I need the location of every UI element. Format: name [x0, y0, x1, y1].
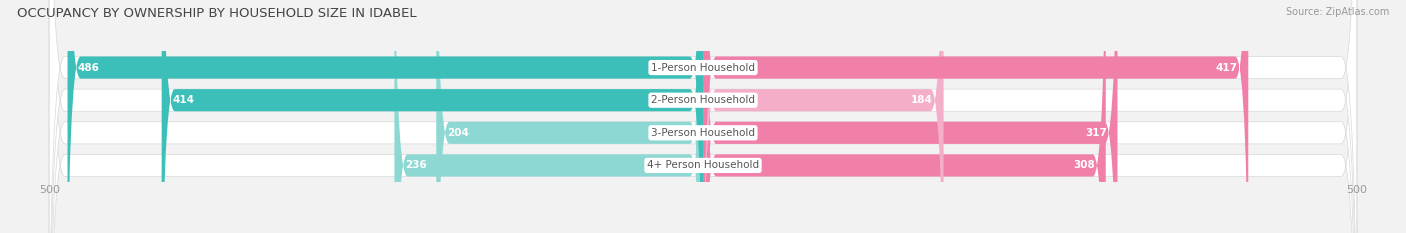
Text: 417: 417: [1216, 63, 1237, 72]
Text: Source: ZipAtlas.com: Source: ZipAtlas.com: [1285, 7, 1389, 17]
FancyBboxPatch shape: [49, 0, 1357, 233]
Text: 204: 204: [447, 128, 468, 138]
FancyBboxPatch shape: [703, 0, 1105, 233]
FancyBboxPatch shape: [49, 0, 1357, 233]
Text: 308: 308: [1074, 161, 1095, 170]
FancyBboxPatch shape: [703, 0, 1118, 233]
Text: 3-Person Household: 3-Person Household: [651, 128, 755, 138]
Text: 236: 236: [405, 161, 426, 170]
FancyBboxPatch shape: [436, 0, 703, 233]
Text: 2-Person Household: 2-Person Household: [651, 95, 755, 105]
Text: 184: 184: [911, 95, 934, 105]
FancyBboxPatch shape: [703, 0, 1249, 233]
FancyBboxPatch shape: [162, 0, 703, 233]
FancyBboxPatch shape: [703, 0, 943, 233]
Text: OCCUPANCY BY OWNERSHIP BY HOUSEHOLD SIZE IN IDABEL: OCCUPANCY BY OWNERSHIP BY HOUSEHOLD SIZE…: [17, 7, 416, 20]
Text: 1-Person Household: 1-Person Household: [651, 63, 755, 72]
Text: 486: 486: [77, 63, 100, 72]
FancyBboxPatch shape: [49, 0, 1357, 233]
FancyBboxPatch shape: [395, 0, 703, 233]
FancyBboxPatch shape: [67, 0, 703, 233]
FancyBboxPatch shape: [49, 0, 1357, 233]
Text: 317: 317: [1085, 128, 1107, 138]
Text: 4+ Person Household: 4+ Person Household: [647, 161, 759, 170]
Text: 414: 414: [172, 95, 194, 105]
